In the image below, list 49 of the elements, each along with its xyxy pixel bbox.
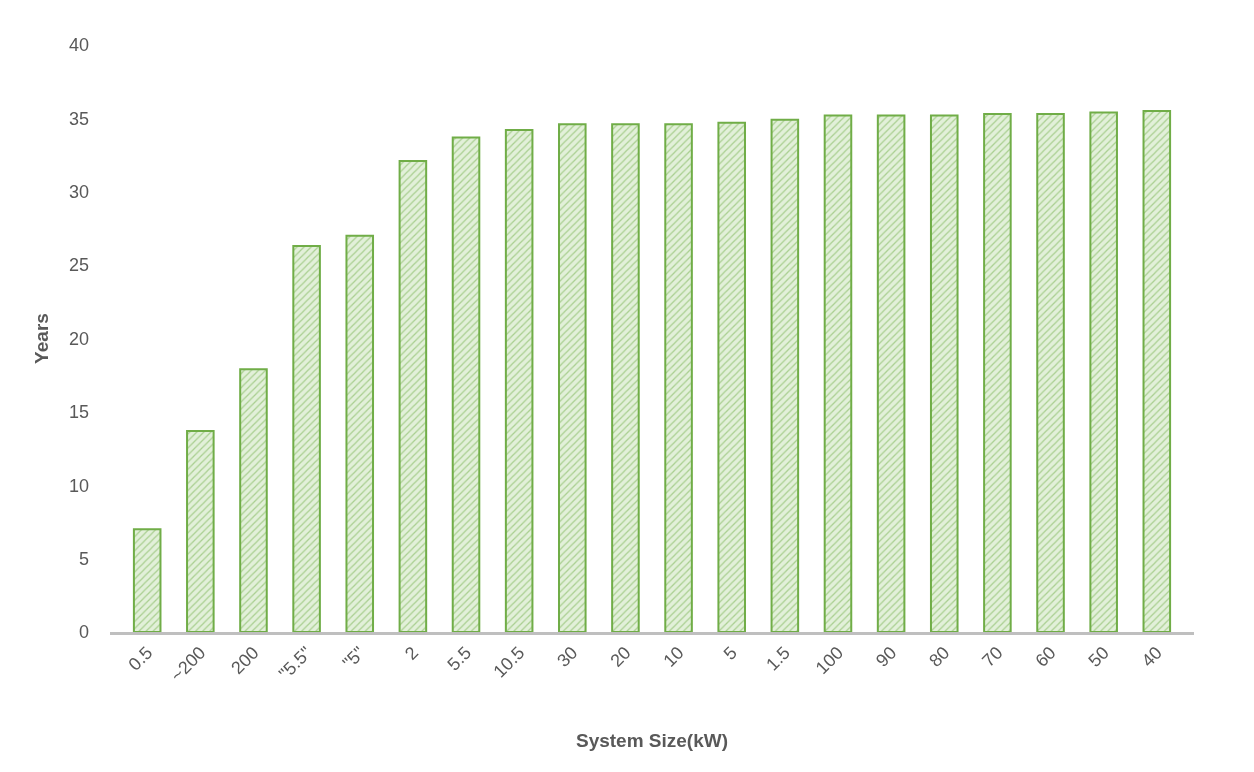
x-tick-label: 70	[978, 642, 1007, 671]
x-tick-label: 100	[811, 642, 848, 679]
x-tick-label: 0.5	[124, 642, 157, 675]
x-tick-label: 200	[227, 642, 263, 679]
bar	[504, 129, 534, 632]
bar	[1036, 112, 1065, 632]
bar	[929, 114, 959, 632]
bar	[717, 121, 746, 632]
x-tick-label: "5"	[338, 642, 369, 673]
x-tick-label: 5.5	[443, 642, 476, 675]
bar	[876, 114, 906, 632]
bar	[664, 123, 693, 632]
bar	[292, 245, 321, 632]
bar	[186, 429, 215, 632]
x-tick-label: 50	[1084, 642, 1113, 671]
bar	[1142, 110, 1172, 632]
y-tick-label: 40	[68, 35, 89, 56]
x-tick-label: 90	[872, 642, 901, 671]
x-tick-label: "5.5"	[274, 642, 316, 684]
x-tick-label: 5	[719, 642, 741, 664]
x-tick-label: 80	[925, 642, 954, 671]
y-tick-label: 30	[68, 182, 89, 203]
y-tick-label: 35	[68, 108, 89, 129]
x-tick-label: 40	[1137, 642, 1166, 671]
y-tick-label: 10	[68, 475, 89, 496]
x-tick-label: 1.5	[762, 642, 795, 675]
y-tick-label: 0	[78, 622, 89, 643]
bar	[558, 123, 587, 632]
bar	[770, 118, 800, 632]
y-tick-label: 5	[78, 548, 89, 569]
x-tick-label: 10	[659, 642, 688, 671]
x-tick-label: 30	[553, 642, 582, 671]
bar	[451, 136, 481, 632]
x-tick-label: 2	[400, 642, 423, 664]
bar	[1089, 111, 1118, 632]
bar	[611, 123, 640, 632]
y-tick-label: 25	[68, 255, 89, 276]
bar	[239, 368, 268, 632]
x-tick-label: 20	[606, 642, 635, 671]
y-axis-title: Years	[30, 313, 52, 364]
y-tick-label: 20	[68, 328, 89, 349]
bar	[345, 234, 375, 632]
bar	[823, 114, 853, 632]
bar	[398, 159, 428, 632]
bar	[132, 528, 162, 632]
x-tick-label: 60	[1031, 642, 1060, 671]
bar	[983, 112, 1012, 632]
x-axis-title: System Size(kW)	[575, 730, 729, 752]
y-tick-label: 15	[68, 402, 89, 423]
